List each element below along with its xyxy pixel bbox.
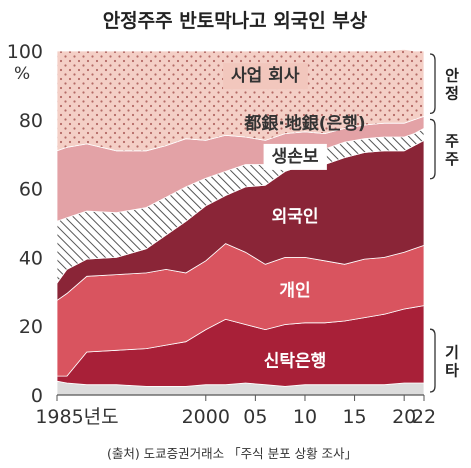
area-series-6 bbox=[56, 48, 425, 152]
side-bracket-2 bbox=[429, 328, 436, 393]
x-tick-label: 20 bbox=[392, 406, 416, 428]
y-tick-label: 100 bbox=[7, 41, 43, 63]
areas bbox=[56, 48, 425, 396]
side-labels: 안 정주 주기 타 bbox=[429, 53, 459, 393]
x-tick-label: 10 bbox=[293, 406, 317, 428]
area-label-2: 생손보 bbox=[272, 147, 319, 167]
y-tick-label: 0 bbox=[31, 385, 43, 407]
y-tick-label: 20 bbox=[19, 316, 43, 338]
x-tick-label: 1985년도 bbox=[35, 406, 118, 428]
area-label-5: 신탁은행 bbox=[264, 352, 327, 372]
y-unit-label: % bbox=[14, 64, 30, 84]
y-tick-label: 60 bbox=[19, 179, 43, 201]
area-label-1: 都銀·地銀(은행) bbox=[243, 113, 365, 134]
x-tick-label: 15 bbox=[342, 406, 366, 428]
x-tick-label: 05 bbox=[243, 406, 267, 428]
y-tick-label: 80 bbox=[19, 110, 43, 132]
x-tick-label: 22 bbox=[412, 406, 436, 428]
side-bracket-0 bbox=[429, 53, 436, 115]
y-tick-label: 40 bbox=[19, 247, 43, 269]
area-label-box-0 bbox=[223, 63, 308, 90]
source-note: (출처) 도쿄증권거래소 「주식 분포 상황 조사」 bbox=[107, 446, 357, 461]
area-label-4: 개인 bbox=[279, 281, 310, 301]
area-label-box-2 bbox=[263, 143, 327, 170]
side-bracket-1 bbox=[429, 118, 436, 180]
area-label-0: 사업 회사 bbox=[231, 66, 300, 86]
chart-title: 안정주주 반토막나고 외국인 부상 bbox=[103, 10, 368, 32]
x-tick-label: 2000 bbox=[182, 406, 230, 428]
area-label-3: 외국인 bbox=[272, 207, 319, 227]
